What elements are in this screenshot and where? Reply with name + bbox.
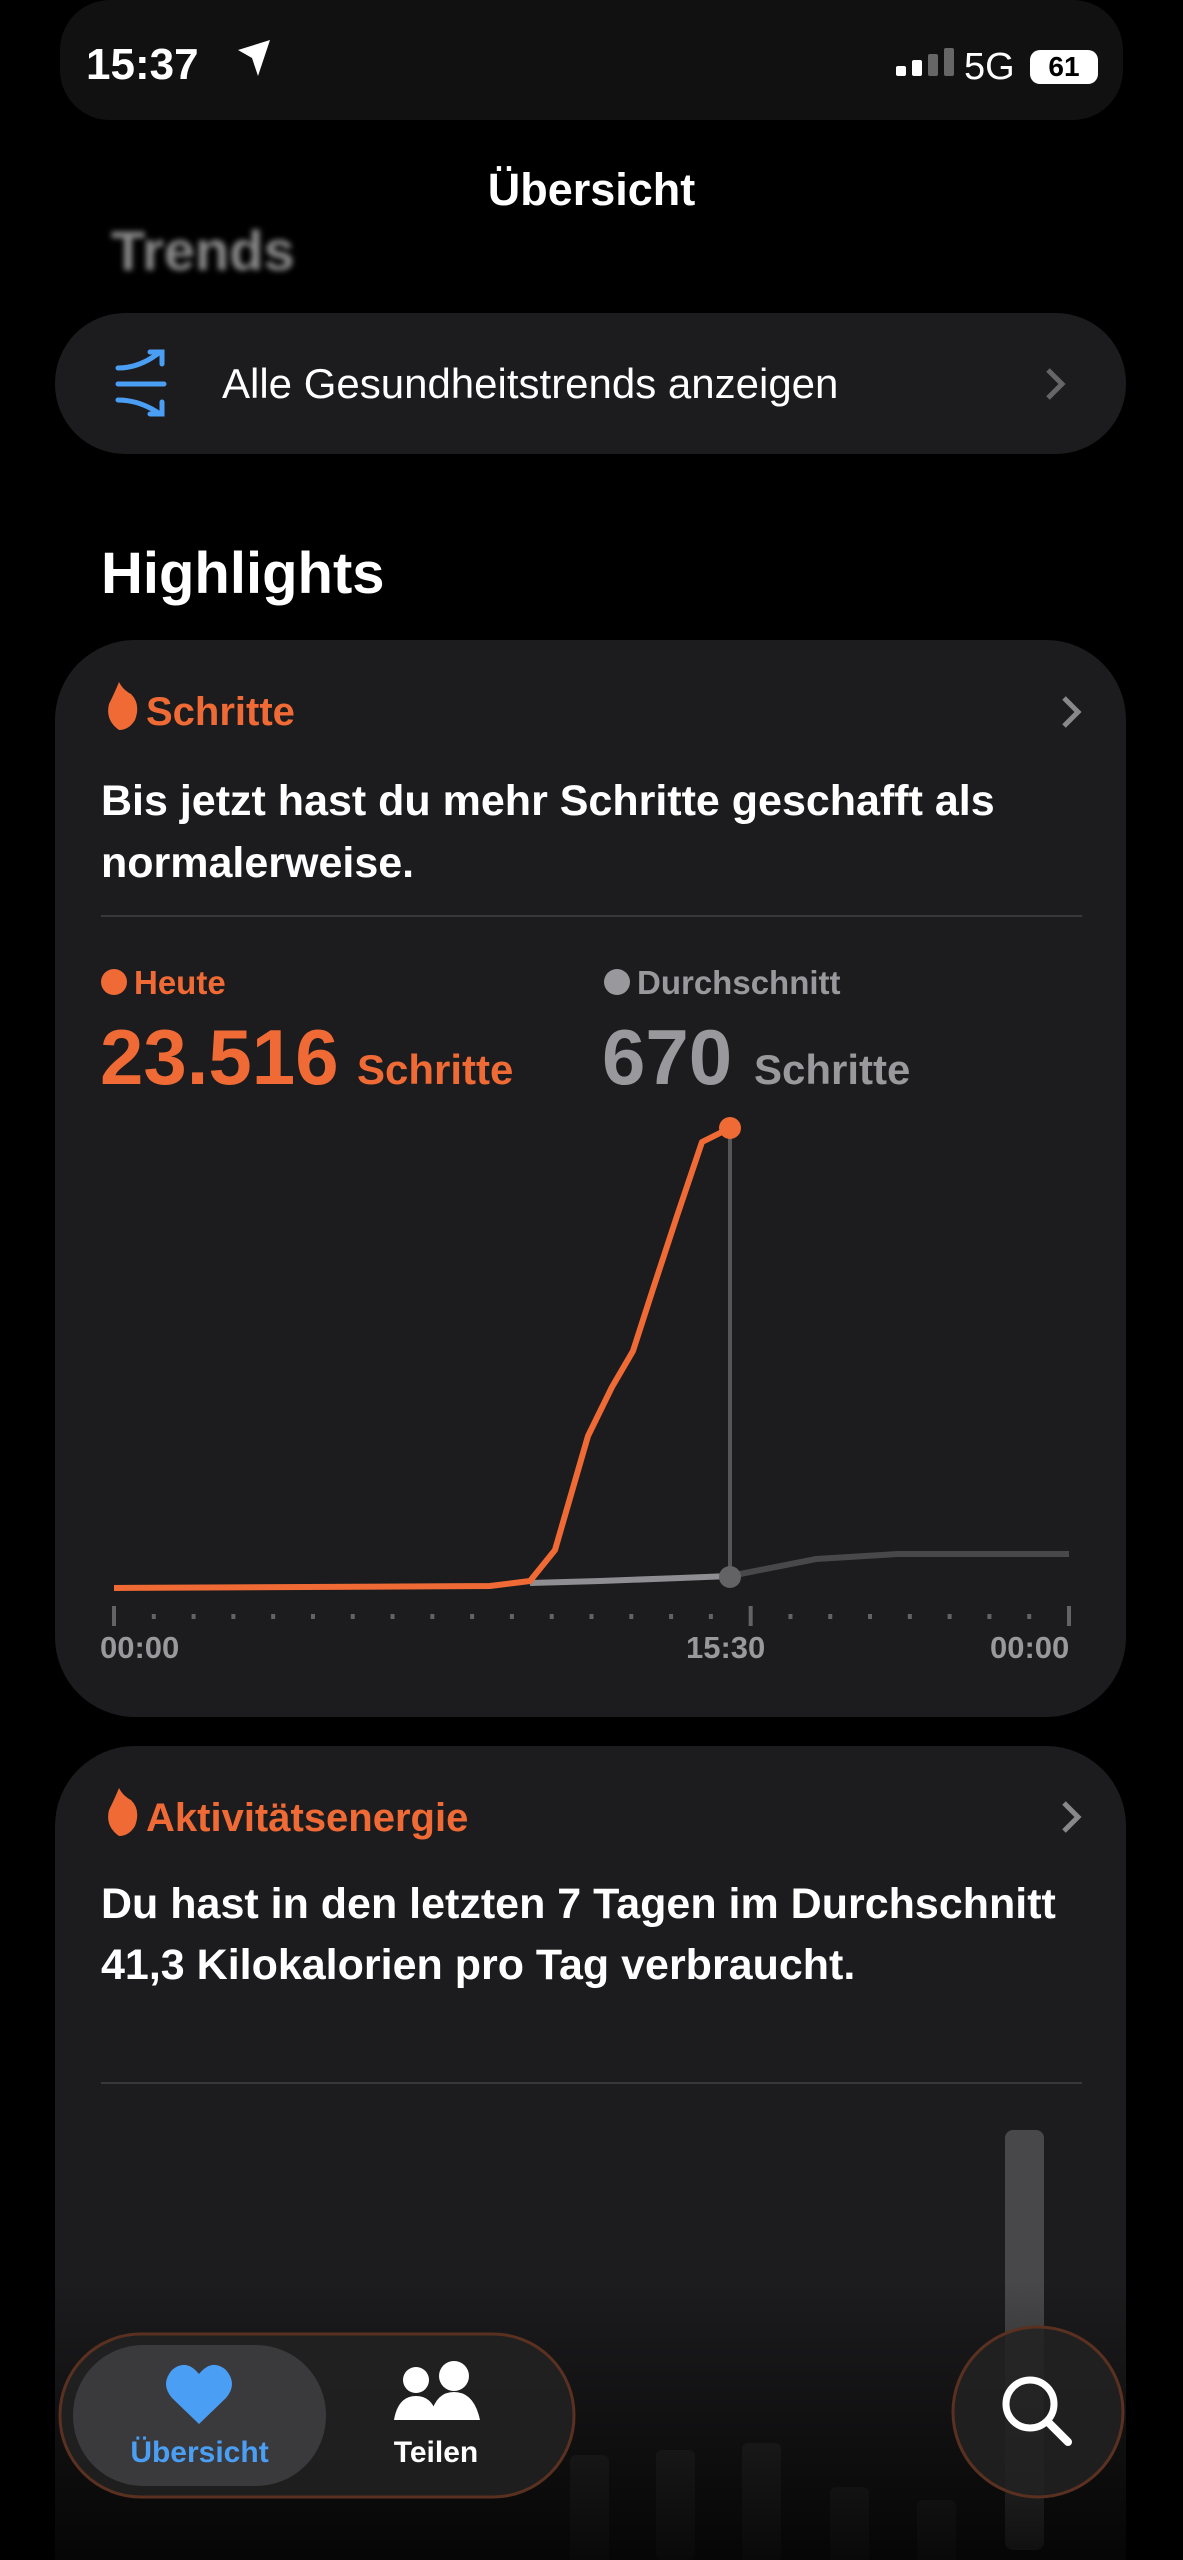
tick <box>947 1614 952 1619</box>
tick <box>231 1614 236 1619</box>
network: 5G <box>964 46 1015 88</box>
nav-title: Übersicht <box>487 164 696 215</box>
today-line <box>113 1125 732 1591</box>
today-point <box>719 1117 741 1139</box>
average-line <box>529 1573 731 1586</box>
flame-icon <box>108 682 138 730</box>
signal <box>896 48 954 76</box>
average-line-future <box>729 1551 1069 1579</box>
tick <box>907 1614 912 1619</box>
tick <box>1067 1606 1071 1626</box>
time: 15:37 <box>86 40 199 89</box>
tick <box>430 1614 435 1619</box>
tick <box>589 1614 594 1619</box>
tick <box>1027 1614 1032 1619</box>
steps-card[interactable] <box>55 640 1126 1717</box>
search-button[interactable] <box>951 2325 1125 2499</box>
tick <box>868 1614 873 1619</box>
banner <box>60 0 1123 120</box>
flame-icon <box>108 1788 138 1836</box>
tick <box>271 1614 276 1619</box>
x-label: 00:00 <box>990 1630 1070 1665</box>
tick <box>708 1614 713 1619</box>
tick <box>191 1614 196 1619</box>
search-icon <box>1002 2376 1058 2432</box>
card-title: Schritte <box>146 690 295 734</box>
tick <box>748 1606 753 1626</box>
today-value: 23.516 <box>100 1013 339 1101</box>
location-icon <box>238 40 270 76</box>
card-title: Aktivitätsenergie <box>146 1796 469 1840</box>
tick <box>310 1614 315 1619</box>
battery-level: 61 <box>1048 51 1080 82</box>
battery <box>1030 50 1098 84</box>
tick <box>828 1614 833 1619</box>
tick <box>112 1606 116 1626</box>
today-unit: Schritte <box>357 1046 514 1093</box>
tick <box>788 1614 793 1619</box>
people-icon[interactable] <box>394 2361 480 2420</box>
average-point <box>719 1566 741 1588</box>
average-dot <box>604 969 630 995</box>
trends-link[interactable]: Alle Gesundheitstrends anzeigen <box>222 360 839 407</box>
x-label: 00:00 <box>100 1630 180 1665</box>
tick <box>151 1614 156 1619</box>
tab-label[interactable]: Teilen <box>393 2436 479 2469</box>
highlights-heading: Highlights <box>101 541 385 606</box>
today-label: Heute <box>134 964 226 1001</box>
tick <box>669 1614 674 1619</box>
chevron <box>1046 368 1066 400</box>
tick <box>390 1614 395 1619</box>
card-text: Du hast in den letzten 7 Tagen im Durchs… <box>101 1880 1056 1989</box>
card-text: Bis jetzt hast du mehr Schritte geschaff… <box>101 777 995 887</box>
tick <box>987 1614 992 1619</box>
x-label: 15:30 <box>686 1630 766 1665</box>
heart-icon <box>166 2364 232 2424</box>
trends-icon <box>115 349 167 417</box>
chevron <box>1062 1801 1082 1833</box>
trends-heading: Trends <box>111 219 295 282</box>
x-ticks <box>112 1606 1071 1626</box>
tick <box>549 1614 554 1619</box>
tick <box>629 1614 634 1619</box>
chevron <box>1062 696 1082 728</box>
average-unit: Schritte <box>754 1046 911 1093</box>
average-label: Durchschnitt <box>637 964 841 1001</box>
tab-label[interactable]: Übersicht <box>130 2436 269 2469</box>
search-icon <box>1044 2418 1072 2446</box>
tick <box>509 1614 514 1619</box>
today-dot <box>101 969 127 995</box>
tick <box>350 1614 355 1619</box>
average-value: 670 <box>602 1013 733 1101</box>
tick <box>470 1614 475 1619</box>
trends-pill[interactable] <box>55 313 1126 454</box>
